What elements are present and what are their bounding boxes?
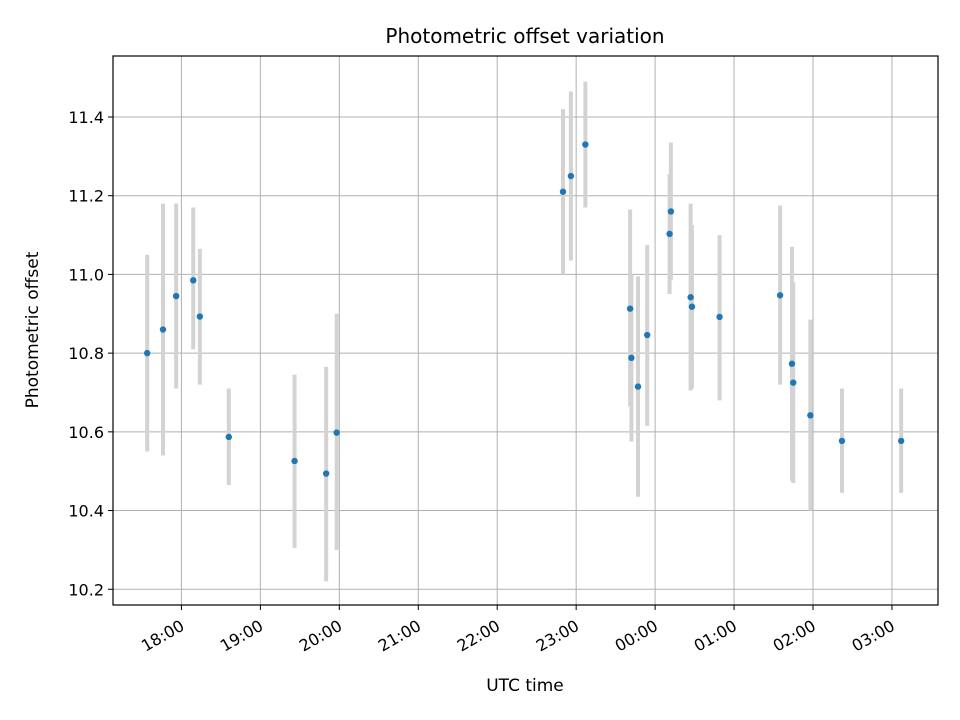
data-point (776, 292, 784, 299)
data-point (688, 303, 696, 310)
data-point (790, 379, 797, 386)
data-point (788, 360, 796, 367)
y-tick-label: 10.8 (68, 344, 104, 363)
data-point (225, 433, 232, 441)
y-tick-label: 10.2 (68, 580, 104, 599)
y-tick-label: 11.2 (68, 187, 104, 206)
data-point (687, 294, 694, 301)
data-point (190, 277, 197, 284)
data-points (144, 141, 905, 477)
data-point (626, 305, 634, 312)
data-point (716, 313, 723, 321)
data-point (628, 354, 635, 362)
data-point (559, 188, 567, 195)
chart-title: Photometric offset variation (385, 24, 664, 48)
data-point (807, 412, 814, 419)
data-point (291, 457, 298, 465)
data-point (582, 141, 589, 148)
y-axis-label: Photometric offset (23, 251, 43, 408)
y-tick-label: 10.6 (68, 423, 104, 442)
y-tick-label: 10.4 (68, 502, 104, 521)
data-point (838, 437, 846, 445)
data-point (144, 349, 151, 357)
data-point (644, 331, 651, 339)
x-axis-label: UTC time (486, 676, 564, 696)
data-point (322, 470, 330, 477)
data-point (333, 429, 340, 436)
data-point (159, 326, 167, 333)
data-point (634, 383, 642, 390)
data-point (567, 172, 575, 180)
y-axis-ticks: 10.2 10.4 10.6 10.8 11.0 11.2 11.4 (68, 108, 113, 599)
y-tick-label: 11.4 (68, 108, 104, 127)
data-point (196, 313, 204, 320)
grid-lines (113, 56, 938, 605)
data-point (897, 437, 905, 445)
data-point (172, 292, 180, 300)
y-tick-label: 11.0 (68, 265, 104, 284)
data-point (667, 208, 675, 215)
plot-frame (112, 55, 939, 606)
data-point (666, 230, 673, 238)
